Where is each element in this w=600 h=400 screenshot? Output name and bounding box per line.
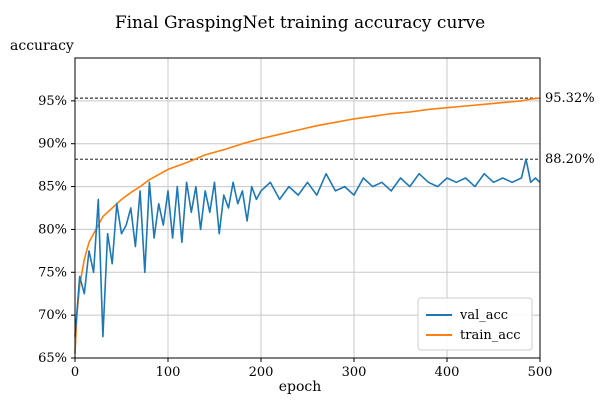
reference-lines: 95.32% 88.20% xyxy=(75,91,595,167)
tick-labels: 0 100 200 300 400 500 65% 70% 75% 80% 85% 90% 95% xyxy=(38,94,552,380)
y-axis-label: accuracy xyxy=(10,38,74,54)
series-line-train-acc xyxy=(74,97,541,354)
y-tick-label: 90% xyxy=(38,137,67,152)
x-tick-label: 100 xyxy=(156,365,181,380)
chart-title: Final GraspingNet training accuracy curv… xyxy=(115,13,485,33)
y-tick-label: 65% xyxy=(38,351,67,366)
reference-line-label: 95.32% xyxy=(545,91,595,106)
x-tick-label: 500 xyxy=(528,365,553,380)
series-line-val-acc xyxy=(74,158,541,338)
x-axis-label: epoch xyxy=(279,379,322,395)
x-tick-label: 0 xyxy=(71,365,79,380)
y-tick-label: 70% xyxy=(38,308,67,323)
legend-box xyxy=(417,297,533,351)
y-tick-label: 85% xyxy=(38,180,67,195)
y-tick-label: 80% xyxy=(38,222,67,237)
legend: val_acc train_acc xyxy=(417,297,533,351)
x-tick-label: 400 xyxy=(435,365,460,380)
x-tick-label: 200 xyxy=(249,365,274,380)
series-lines xyxy=(74,97,541,354)
reference-line-label: 88.20% xyxy=(545,152,595,167)
y-tick-label: 75% xyxy=(38,265,67,280)
legend-label: train_acc xyxy=(460,328,521,343)
x-tick-label: 300 xyxy=(342,365,367,380)
legend-label: val_acc xyxy=(459,308,508,323)
y-tick-label: 95% xyxy=(38,94,67,109)
plot-frame xyxy=(74,57,541,359)
